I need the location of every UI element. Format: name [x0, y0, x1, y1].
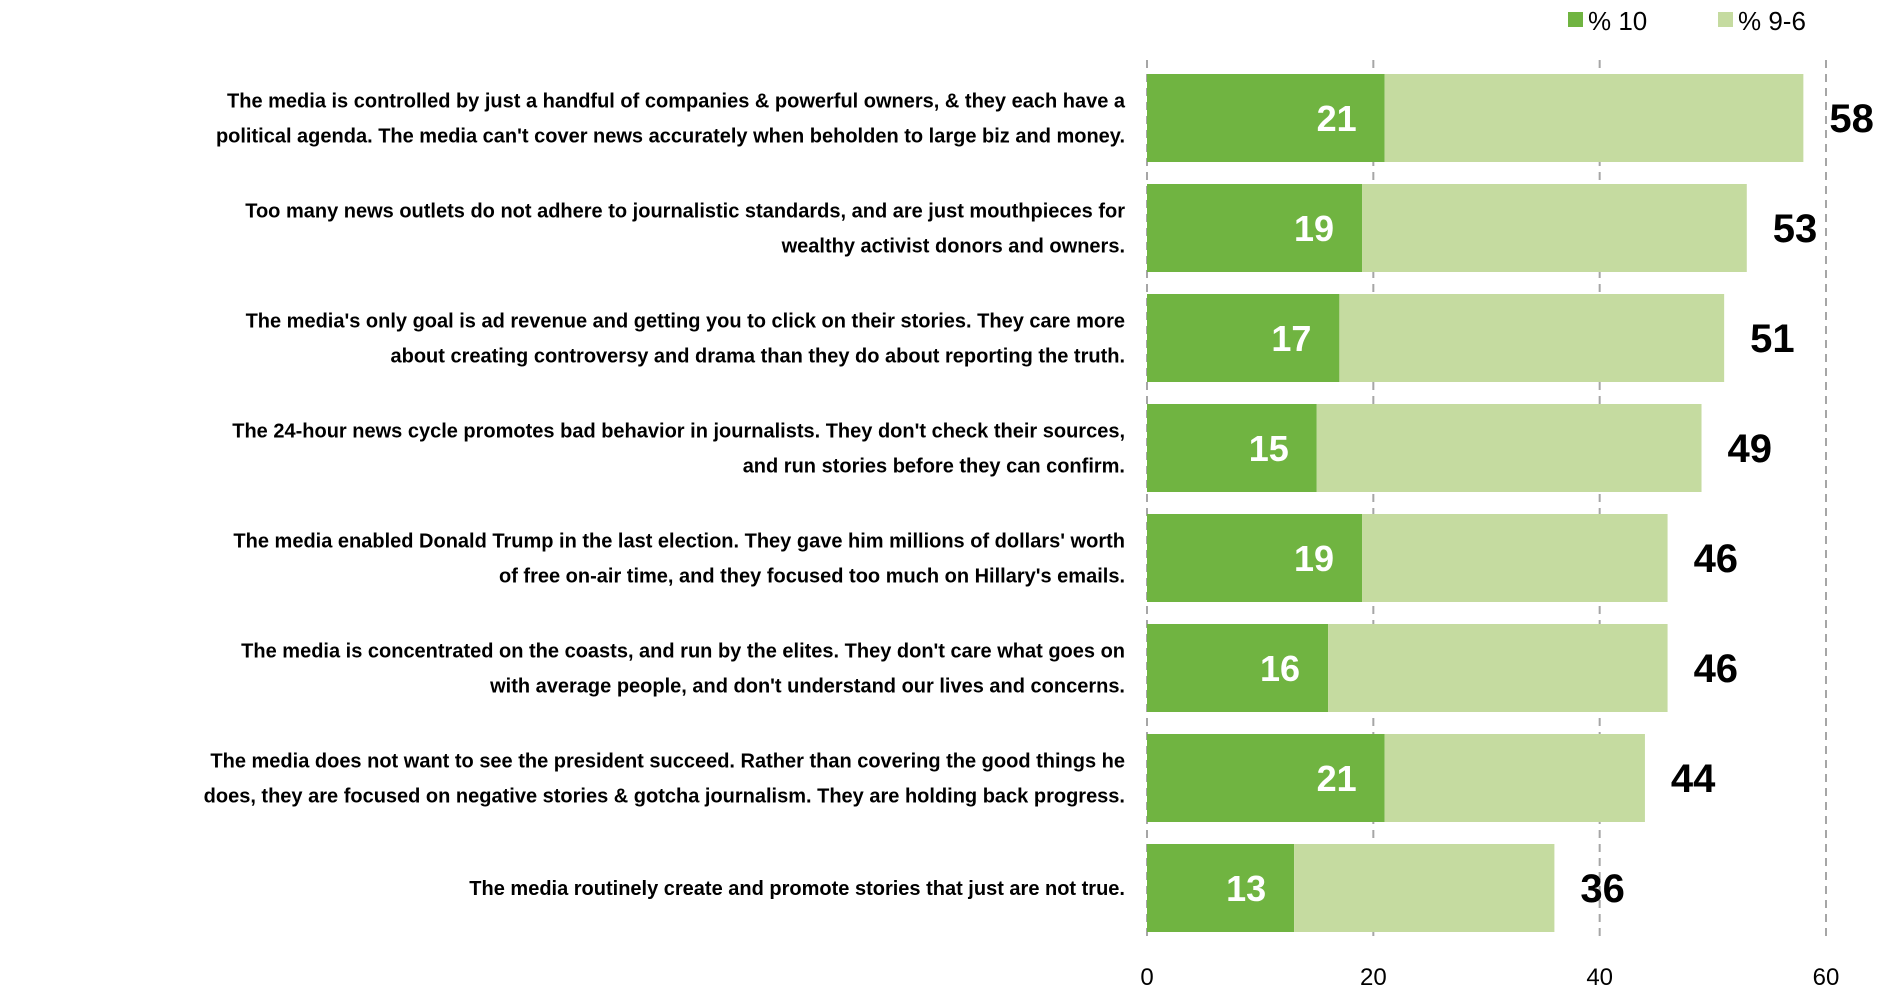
legend: % 10 % 9-6	[1568, 6, 1806, 36]
total-label: 46	[1694, 537, 1739, 581]
legend-swatch	[1718, 12, 1733, 27]
total-label: 49	[1728, 427, 1773, 471]
bar-segment-10	[1147, 734, 1385, 822]
category-label: The media enabled Donald Trump in the la…	[233, 531, 1125, 588]
data-label-10: 19	[1294, 208, 1334, 249]
x-tick-label: 60	[1813, 964, 1840, 991]
legend-swatch	[1568, 12, 1583, 27]
total-label: 46	[1694, 647, 1739, 691]
category-label: The media's only goal is ad revenue and …	[246, 311, 1125, 368]
bar-segment-9-6	[1339, 294, 1725, 382]
bar-segment-9-6	[1316, 404, 1702, 492]
data-label-10: 16	[1260, 648, 1300, 689]
bar-segment-9-6	[1294, 844, 1555, 932]
category-label: The media is controlled by just a handfu…	[216, 91, 1126, 148]
bar-segment-10	[1147, 184, 1363, 272]
total-label: 58	[1829, 97, 1874, 141]
category-label: The media does not want to see the presi…	[204, 751, 1125, 808]
category-label: The media routinely create and promote s…	[469, 878, 1125, 900]
data-label-10: 19	[1294, 538, 1334, 579]
legend-label: % 10	[1588, 6, 1647, 36]
bar-segment-10	[1147, 624, 1329, 712]
bar-segment-10	[1147, 404, 1317, 492]
data-label-10: 13	[1226, 868, 1266, 909]
legend-label: % 9-6	[1738, 6, 1806, 36]
bar-segment-10	[1147, 294, 1340, 382]
data-label-10: 21	[1317, 758, 1357, 799]
bar-segment-10	[1147, 74, 1385, 162]
category-label: The media is concentrated on the coasts,…	[241, 641, 1125, 698]
bar-segment-9-6	[1362, 184, 1747, 272]
data-label-10: 17	[1271, 318, 1311, 359]
x-tick-label: 40	[1586, 964, 1613, 991]
x-tick-label: 0	[1140, 964, 1153, 991]
total-label: 53	[1773, 207, 1818, 251]
bar-segment-9-6	[1362, 514, 1668, 602]
bar-segment-9-6	[1384, 734, 1645, 822]
category-label: The 24-hour news cycle promotes bad beha…	[232, 421, 1125, 478]
total-label: 51	[1750, 317, 1795, 361]
bar-segment-10	[1147, 514, 1363, 602]
bar-segment-9-6	[1384, 74, 1804, 162]
labels: 0 20 40 60 21 58 The media is controlled by ju…	[204, 91, 1874, 992]
bar-segment-9-6	[1328, 624, 1668, 712]
x-tick-label: 20	[1360, 964, 1387, 991]
data-label-10: 15	[1249, 428, 1289, 469]
category-label: Too many news outlets do not adhere to j…	[245, 201, 1125, 258]
bar-segment-10	[1147, 844, 1295, 932]
total-label: 36	[1580, 867, 1625, 911]
bars	[1147, 74, 1804, 932]
total-label: 44	[1671, 757, 1716, 801]
data-label-10: 21	[1317, 98, 1357, 139]
